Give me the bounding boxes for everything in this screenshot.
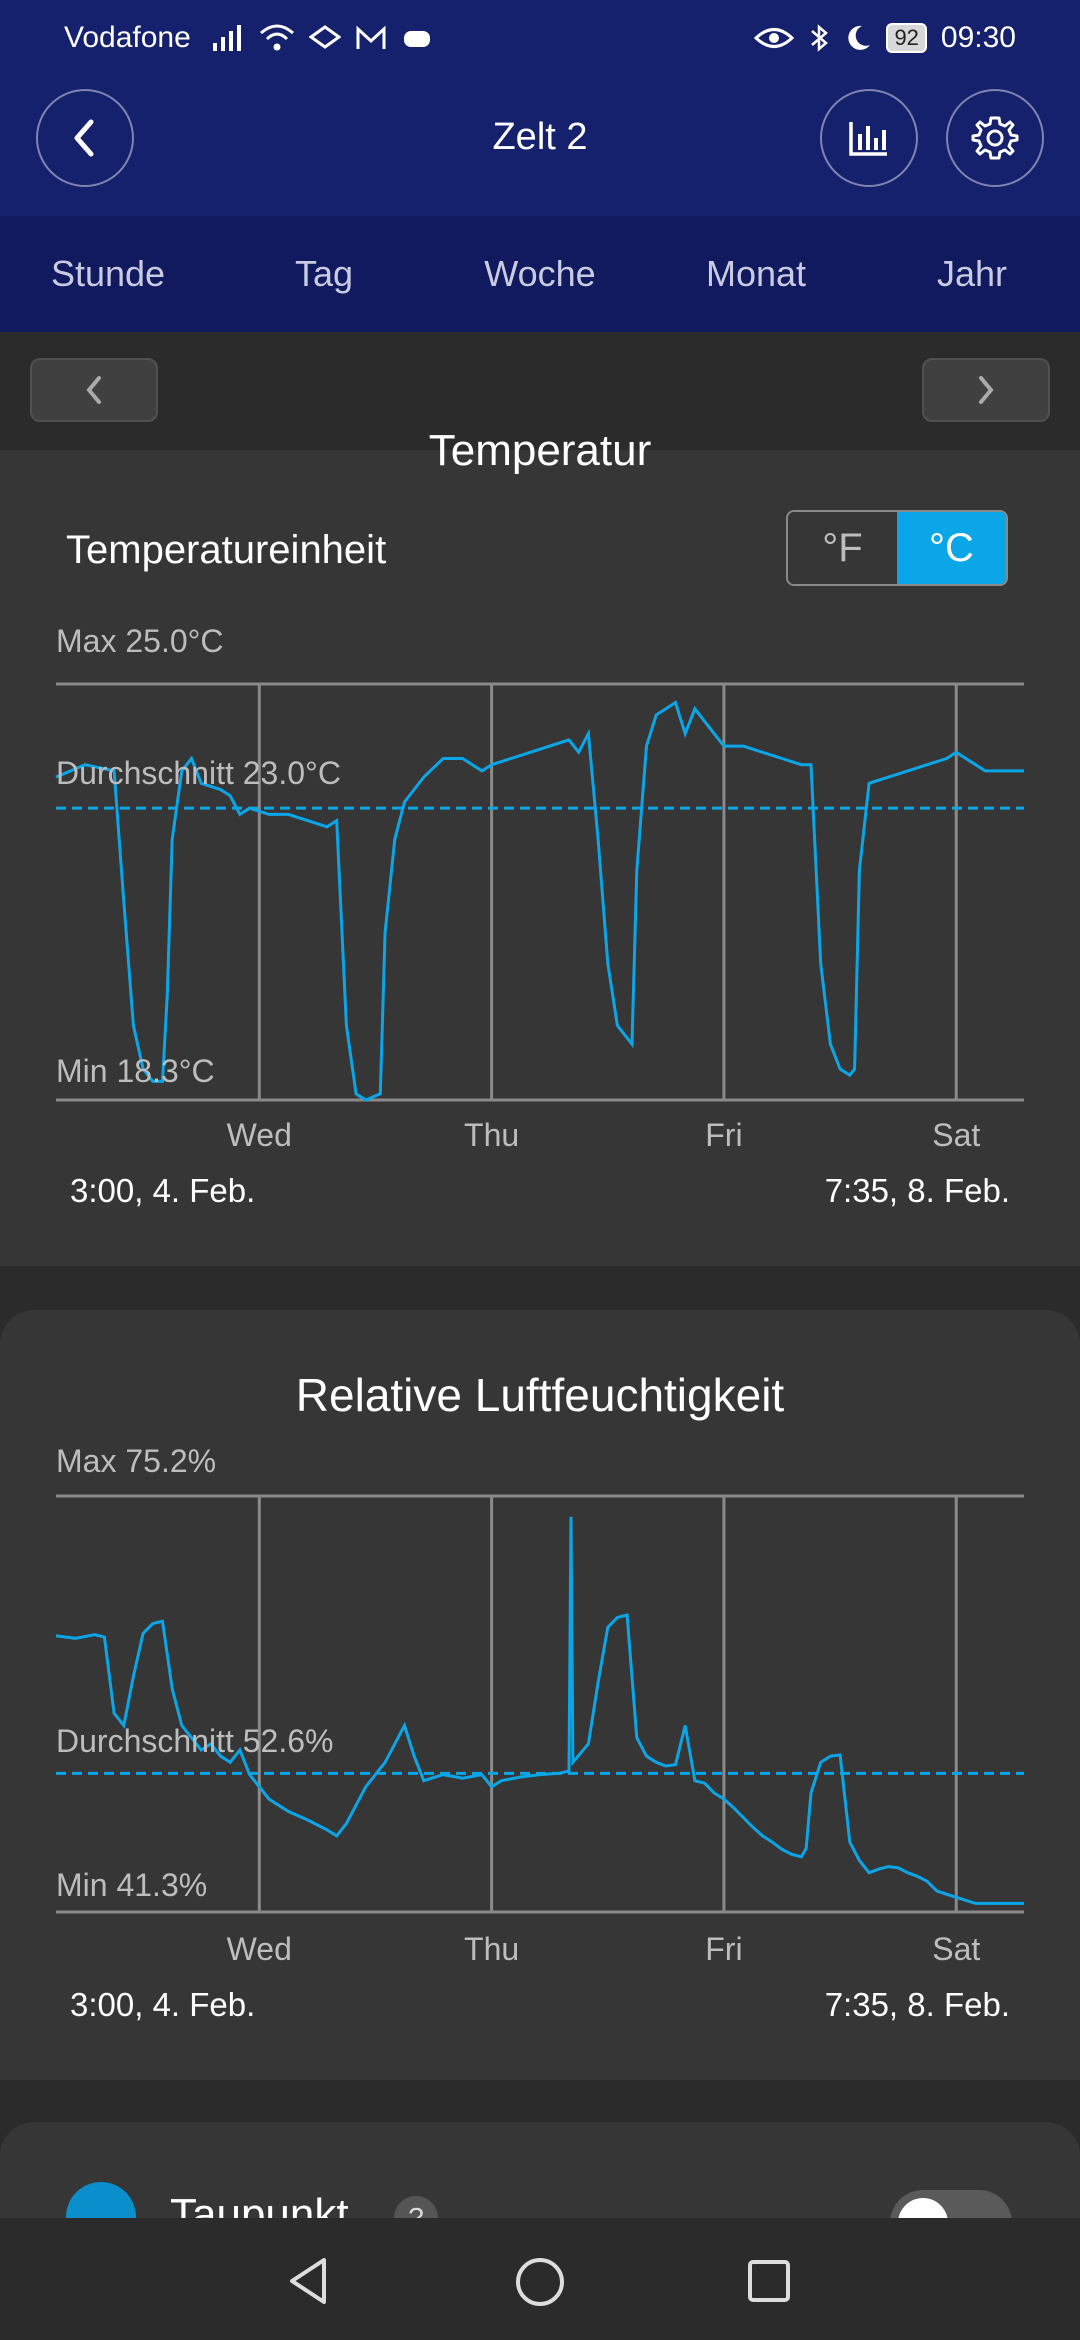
temperature-min-label: Min 18.3°C bbox=[56, 1053, 215, 1089]
temperature-x-ticks: Wed Thu Fri Sat bbox=[227, 1117, 981, 1153]
temperature-grid bbox=[56, 682, 1024, 1102]
home-circle-icon[interactable] bbox=[514, 2256, 566, 2308]
humidity-card: Relative Luftfeuchtigkeit Max 75.2% Durc… bbox=[0, 1310, 1080, 2080]
bar-chart-icon bbox=[849, 122, 887, 156]
temperature-unit-toggle[interactable]: °F °C bbox=[786, 510, 1008, 586]
next-period-button[interactable] bbox=[922, 358, 1050, 422]
recents-square-icon[interactable] bbox=[746, 2258, 792, 2304]
clock: 09:30 bbox=[940, 21, 1016, 54]
temperature-avg-label: Durchschnitt 23.0°C bbox=[56, 755, 341, 791]
tab-stunde[interactable]: Stunde bbox=[50, 253, 166, 294]
x-tick-label: Fri bbox=[705, 1931, 742, 1967]
x-tick-label: Thu bbox=[464, 1117, 519, 1153]
eye-icon bbox=[754, 28, 795, 48]
x-tick-label: Wed bbox=[227, 1117, 292, 1153]
humidity-start-date: 3:00, 4. Feb. bbox=[70, 1986, 255, 2023]
humidity-end-date: 7:35, 8. Feb. bbox=[825, 1986, 1010, 2023]
temperature-max-label: Max 25.0°C bbox=[56, 623, 224, 659]
hotspot-icon bbox=[308, 25, 341, 49]
settings-button[interactable] bbox=[946, 89, 1044, 187]
chevron-right-icon bbox=[979, 376, 994, 404]
unit-fahrenheit-option[interactable]: °F bbox=[788, 512, 897, 584]
humidity-chart: Max 75.2% Durchschnitt 52.6% Min 41.3% W… bbox=[55, 1443, 1024, 2023]
temperature-card: Temperatur Temperatureinheit °F °C Max 2… bbox=[0, 426, 1080, 1266]
signal-icon bbox=[212, 25, 241, 51]
x-tick-label: Sat bbox=[932, 1117, 980, 1153]
bluetooth-icon bbox=[811, 24, 829, 52]
tab-woche[interactable]: Woche bbox=[484, 253, 596, 294]
gear-icon bbox=[971, 116, 1019, 160]
app-header: Zelt 2 bbox=[0, 76, 1080, 216]
x-tick-label: Thu bbox=[464, 1931, 519, 1967]
chevron-left-icon bbox=[86, 376, 101, 404]
humidity-grid bbox=[56, 1494, 1024, 1914]
humidity-max-label: Max 75.2% bbox=[56, 1443, 216, 1479]
carrier-name: Vodafone bbox=[64, 21, 191, 54]
temperature-unit-label: Temperatureinheit bbox=[66, 528, 387, 572]
temperature-section-title: Temperatur bbox=[428, 426, 652, 475]
unit-celsius-option[interactable]: °C bbox=[897, 512, 1006, 584]
game-icon bbox=[403, 31, 430, 47]
back-button[interactable] bbox=[36, 89, 134, 187]
tab-jahr[interactable]: Jahr bbox=[936, 253, 1008, 294]
humidity-min-label: Min 41.3% bbox=[56, 1867, 207, 1903]
temperature-start-date: 3:00, 4. Feb. bbox=[70, 1172, 255, 1209]
mail-icon bbox=[356, 25, 386, 49]
humidity-avg-label: Durchschnitt 52.6% bbox=[56, 1723, 333, 1759]
statistics-button[interactable] bbox=[820, 89, 918, 187]
period-tabs: Stunde Tag Woche Monat Jahr bbox=[0, 216, 1080, 332]
temperature-chart: Max 25.0°C Durchschnitt 23.0°C Min 18.3°… bbox=[55, 623, 1024, 1209]
back-triangle-icon[interactable] bbox=[284, 2256, 332, 2306]
humidity-series-line bbox=[55, 1516, 1024, 1905]
tab-monat[interactable]: Monat bbox=[705, 253, 807, 294]
temperature-series-line bbox=[55, 700, 1024, 1102]
system-navigation-bar bbox=[0, 2218, 1080, 2340]
temperature-end-date: 7:35, 8. Feb. bbox=[825, 1172, 1010, 1209]
period-navigation bbox=[0, 332, 1080, 450]
chevron-left-icon bbox=[74, 119, 94, 157]
wifi-icon bbox=[259, 24, 294, 51]
moon-icon bbox=[848, 25, 871, 50]
tab-tag[interactable]: Tag bbox=[294, 253, 354, 294]
battery-indicator: 92 bbox=[886, 23, 927, 53]
humidity-title: Relative Luftfeuchtigkeit bbox=[295, 1369, 785, 1421]
humidity-x-ticks: Wed Thu Fri Sat bbox=[227, 1931, 981, 1967]
x-tick-label: Wed bbox=[227, 1931, 292, 1967]
x-tick-label: Sat bbox=[932, 1931, 980, 1967]
x-tick-label: Fri bbox=[705, 1117, 742, 1153]
previous-period-button[interactable] bbox=[30, 358, 158, 422]
page-title: Zelt 2 bbox=[492, 116, 588, 158]
status-bar: Vodafone 92 09:30 bbox=[0, 0, 1080, 76]
